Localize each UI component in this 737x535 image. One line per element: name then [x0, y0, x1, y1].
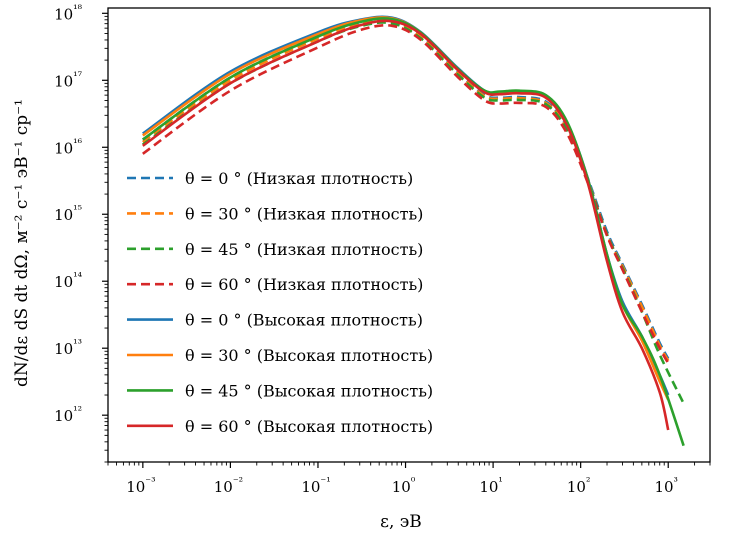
- y-tick-label: 10¹⁸: [54, 2, 83, 23]
- y-tick-label: 10¹⁴: [54, 270, 83, 291]
- y-tick-label: 10¹⁷: [54, 69, 83, 90]
- y-tick-label: 10¹²: [54, 404, 82, 425]
- legend-label-5: θ = 0 ° (Высокая плотность): [185, 311, 423, 330]
- legend-label-7: θ = 45 ° (Высокая плотность): [185, 381, 433, 400]
- series-layer: [142, 15, 685, 447]
- legend-label-3: θ = 45 ° (Низкая плотность): [185, 240, 423, 259]
- axes-frame: [107, 7, 711, 463]
- series-line-4: [142, 24, 670, 364]
- x-tick-label: 10⁻¹: [301, 475, 330, 496]
- y-tick-label: 10¹³: [54, 337, 82, 358]
- ticks-layer: 10⁻³ 10⁻² 10⁻¹ 10⁰ 10¹ 10² 10³ 10¹² 10¹³ 10¹⁴ 10¹⁵…: [54, 2, 711, 496]
- x-tick-label: 10¹: [479, 475, 503, 496]
- legend-label-2: θ = 30 ° (Низкая плотность): [185, 204, 423, 223]
- legend: θ = 0 ° (Низкая плотность) θ = 30 ° (Низк…: [127, 169, 433, 436]
- legend-label-6: θ = 30 ° (Высокая плотность): [185, 346, 433, 365]
- x-tick-label: 10⁻²: [214, 475, 243, 496]
- series-line-7: [142, 17, 685, 447]
- y-tick-label: 10¹⁶: [54, 136, 83, 157]
- x-tick-label: 10³: [654, 475, 678, 496]
- series-line-8: [142, 19, 670, 431]
- x-tick-label: 10²: [567, 475, 591, 496]
- x-axis-label: ε, эВ: [380, 512, 422, 532]
- x-tick-label: 10⁻³: [126, 475, 155, 496]
- y-axis-label: dN/dε dS dt dΩ, м⁻² с⁻¹ эВ⁻¹ ср⁻¹: [12, 99, 32, 387]
- x-tick-label: 10⁰: [392, 475, 416, 496]
- legend-label-4: θ = 60 ° (Низкая плотность): [185, 275, 423, 294]
- legend-label-8: θ = 60 ° (Высокая плотность): [185, 417, 433, 436]
- y-tick-label: 10¹⁵: [54, 203, 82, 224]
- legend-label-1: θ = 0 ° (Низкая плотность): [185, 169, 413, 188]
